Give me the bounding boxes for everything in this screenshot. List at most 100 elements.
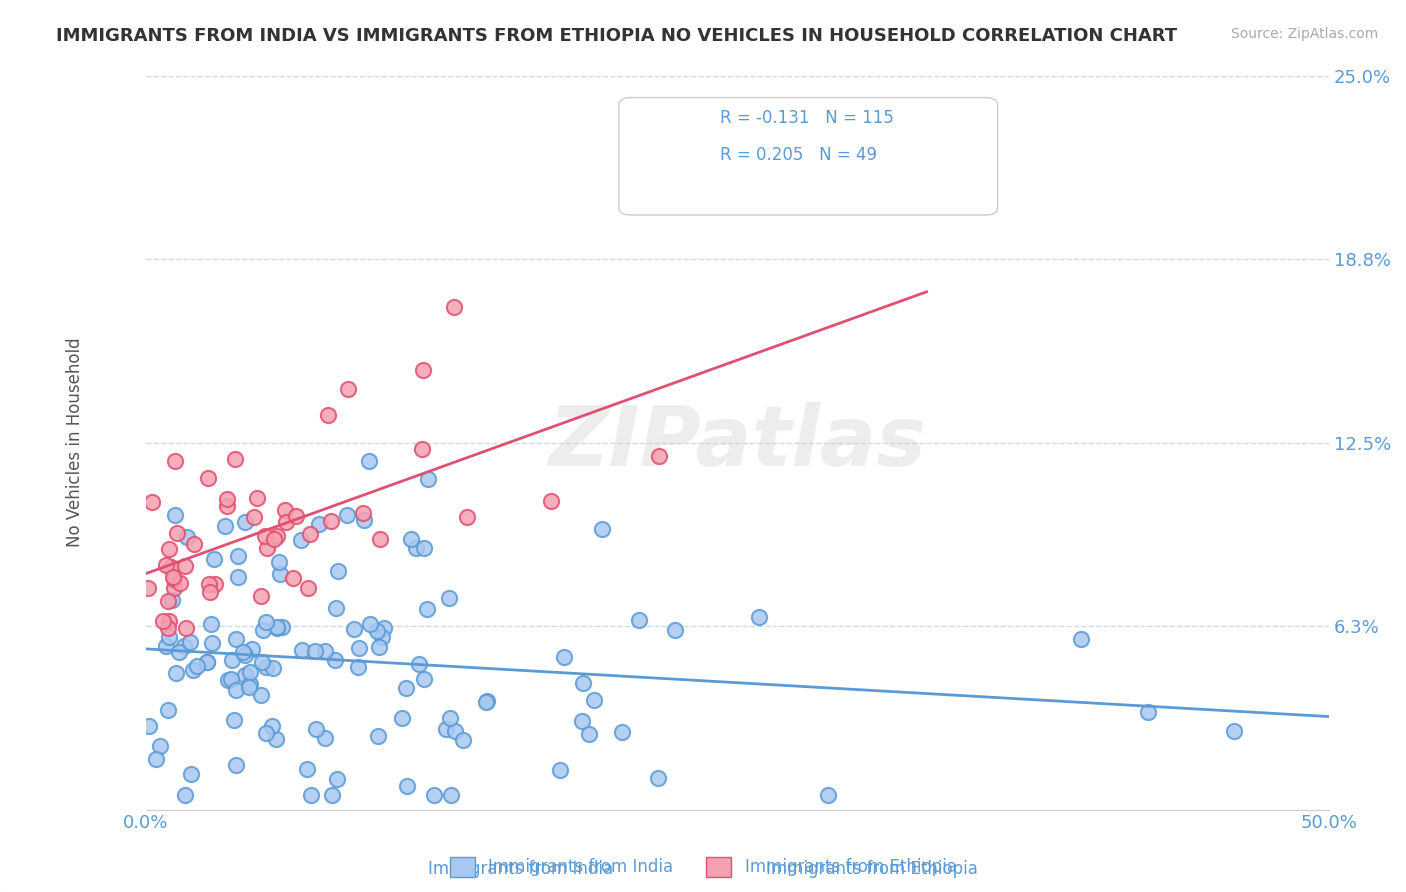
Text: ZIPatlas: ZIPatlas xyxy=(548,402,927,483)
India xyxy=(240,641,263,656)
India xyxy=(239,665,262,680)
India xyxy=(553,650,575,665)
India xyxy=(437,591,460,605)
Legend: Immigrants from India, Immigrants from Ethiopia: Immigrants from India, Immigrants from E… xyxy=(443,850,963,884)
India xyxy=(326,772,349,786)
Ethiopia xyxy=(263,532,285,546)
Ethiopia xyxy=(648,449,671,463)
Text: Source: ZipAtlas.com: Source: ZipAtlas.com xyxy=(1230,27,1378,41)
India xyxy=(347,641,370,656)
India xyxy=(155,640,177,654)
India xyxy=(405,541,427,555)
India xyxy=(413,541,436,556)
India xyxy=(343,622,366,636)
India xyxy=(254,660,277,674)
India xyxy=(232,645,254,659)
India xyxy=(571,714,593,729)
Ethiopia xyxy=(352,506,374,520)
Text: IMMIGRANTS FROM INDIA VS IMMIGRANTS FROM ETHIOPIA NO VEHICLES IN HOUSEHOLD CORRE: IMMIGRANTS FROM INDIA VS IMMIGRANTS FROM… xyxy=(56,27,1177,45)
India xyxy=(440,788,463,802)
Ethiopia xyxy=(163,572,186,586)
India xyxy=(238,680,260,694)
India xyxy=(195,655,218,669)
Ethiopia xyxy=(243,510,266,524)
Text: No Vehicles in Household: No Vehicles in Household xyxy=(66,338,83,548)
India xyxy=(239,677,262,691)
India xyxy=(396,779,419,793)
Ethiopia xyxy=(157,542,180,557)
Ethiopia xyxy=(297,581,319,595)
India xyxy=(262,661,284,675)
India xyxy=(475,693,498,707)
India xyxy=(181,663,204,677)
Ethiopia xyxy=(204,577,226,591)
Ethiopia xyxy=(336,382,359,396)
Text: R = 0.205   N = 49: R = 0.205 N = 49 xyxy=(720,146,876,164)
Ethiopia xyxy=(197,471,219,485)
Ethiopia xyxy=(174,621,197,635)
India xyxy=(328,564,350,578)
India xyxy=(1137,706,1160,720)
India xyxy=(647,772,669,786)
Ethiopia xyxy=(162,570,184,584)
India xyxy=(157,703,180,717)
Ethiopia xyxy=(198,577,221,591)
India xyxy=(214,519,236,533)
India xyxy=(572,676,595,690)
Ethiopia xyxy=(166,526,188,541)
India xyxy=(408,657,430,671)
India xyxy=(179,635,201,649)
India xyxy=(475,695,498,709)
Ethiopia xyxy=(274,503,297,517)
Ethiopia xyxy=(281,571,304,585)
Ethiopia xyxy=(200,585,222,599)
India xyxy=(145,752,167,766)
India xyxy=(370,630,392,644)
Ethiopia xyxy=(412,363,434,377)
India xyxy=(323,653,346,667)
India xyxy=(269,566,291,581)
Ethiopia xyxy=(163,581,186,595)
India xyxy=(451,733,474,747)
India xyxy=(254,726,277,740)
India xyxy=(1070,632,1092,647)
India xyxy=(254,615,277,629)
India xyxy=(264,731,287,746)
India xyxy=(391,711,413,725)
India xyxy=(416,472,439,486)
Ethiopia xyxy=(443,300,465,314)
Ethiopia xyxy=(183,537,205,551)
India xyxy=(295,762,318,776)
India xyxy=(443,723,465,738)
India xyxy=(262,719,284,733)
Ethiopia xyxy=(160,559,183,574)
Ethiopia xyxy=(254,529,277,543)
India xyxy=(436,722,458,736)
India xyxy=(610,724,633,739)
India xyxy=(290,533,312,548)
India xyxy=(226,549,249,563)
India xyxy=(353,514,375,528)
India xyxy=(336,508,359,522)
India xyxy=(347,660,370,674)
Ethiopia xyxy=(540,493,562,508)
India xyxy=(271,620,294,634)
India xyxy=(373,621,395,635)
Ethiopia xyxy=(157,614,180,628)
India xyxy=(394,681,416,695)
India xyxy=(221,673,243,687)
Ethiopia xyxy=(299,526,322,541)
India xyxy=(138,719,160,733)
India xyxy=(266,621,288,635)
India xyxy=(221,652,243,666)
Text: R = -0.131   N = 115: R = -0.131 N = 115 xyxy=(720,109,893,128)
India xyxy=(225,682,247,697)
Ethiopia xyxy=(274,515,297,529)
India xyxy=(439,711,461,725)
Ethiopia xyxy=(456,510,478,524)
Ethiopia xyxy=(136,582,159,596)
Ethiopia xyxy=(321,514,343,528)
India xyxy=(233,668,256,682)
Ethiopia xyxy=(157,621,180,635)
India xyxy=(664,623,686,637)
